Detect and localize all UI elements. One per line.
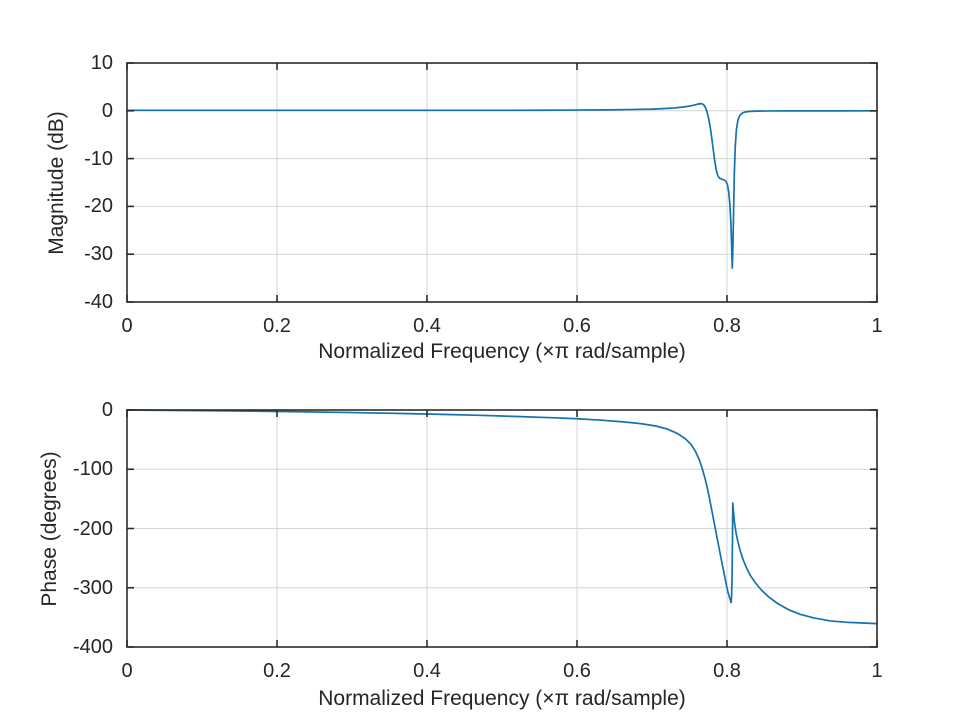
phase-y-tick-label: -100	[72, 458, 113, 481]
phase-x-axis-label: Normalized Frequency (×π rad/sample)	[318, 687, 686, 710]
magnitude-y-tick-label: -20	[84, 195, 113, 218]
phase-y-tick-label: 0	[101, 399, 113, 421]
magnitude-x-tick-label: 1	[871, 315, 883, 337]
magnitude-y-tick-label: 10	[90, 52, 113, 74]
phase-axes	[126, 409, 878, 648]
phase-x-tick-label: 0.6	[563, 660, 591, 682]
magnitude-x-tick-label: 0.8	[713, 315, 741, 337]
magnitude-y-axis-label: Magnitude (dB)	[45, 111, 68, 255]
magnitude-x-tick-label: 0	[121, 315, 133, 337]
phase-y-tick-label: -400	[72, 636, 113, 658]
phase-x-tick-label: 0	[121, 660, 133, 682]
magnitude-y-tick-label: -10	[84, 147, 113, 170]
magnitude-axes	[126, 62, 878, 303]
magnitude-axes-box	[126, 62, 878, 303]
phase-y-tick-label: -200	[72, 517, 113, 540]
magnitude-y-tick-label: -30	[84, 243, 113, 266]
phase-x-tick-label: 0.4	[413, 660, 441, 682]
magnitude-y-tick-label: -40	[84, 291, 113, 313]
magnitude-x-tick-label: 0.2	[263, 315, 291, 337]
magnitude-y-tick-label: 0	[101, 99, 113, 122]
phase-x-tick-label: 0.2	[263, 660, 291, 682]
phase-y-tick-label: -300	[72, 576, 113, 599]
phase-x-tick-label: 0.8	[713, 660, 741, 682]
magnitude-x-tick-label: 0.4	[413, 315, 441, 337]
magnitude-x-tick-label: 0.6	[563, 315, 591, 337]
magnitude-x-axis-label: Normalized Frequency (×π rad/sample)	[318, 340, 686, 363]
phase-response-line	[126, 409, 878, 625]
phase-x-tick-label: 1	[871, 660, 883, 682]
magnitude-response-line	[126, 102, 878, 269]
